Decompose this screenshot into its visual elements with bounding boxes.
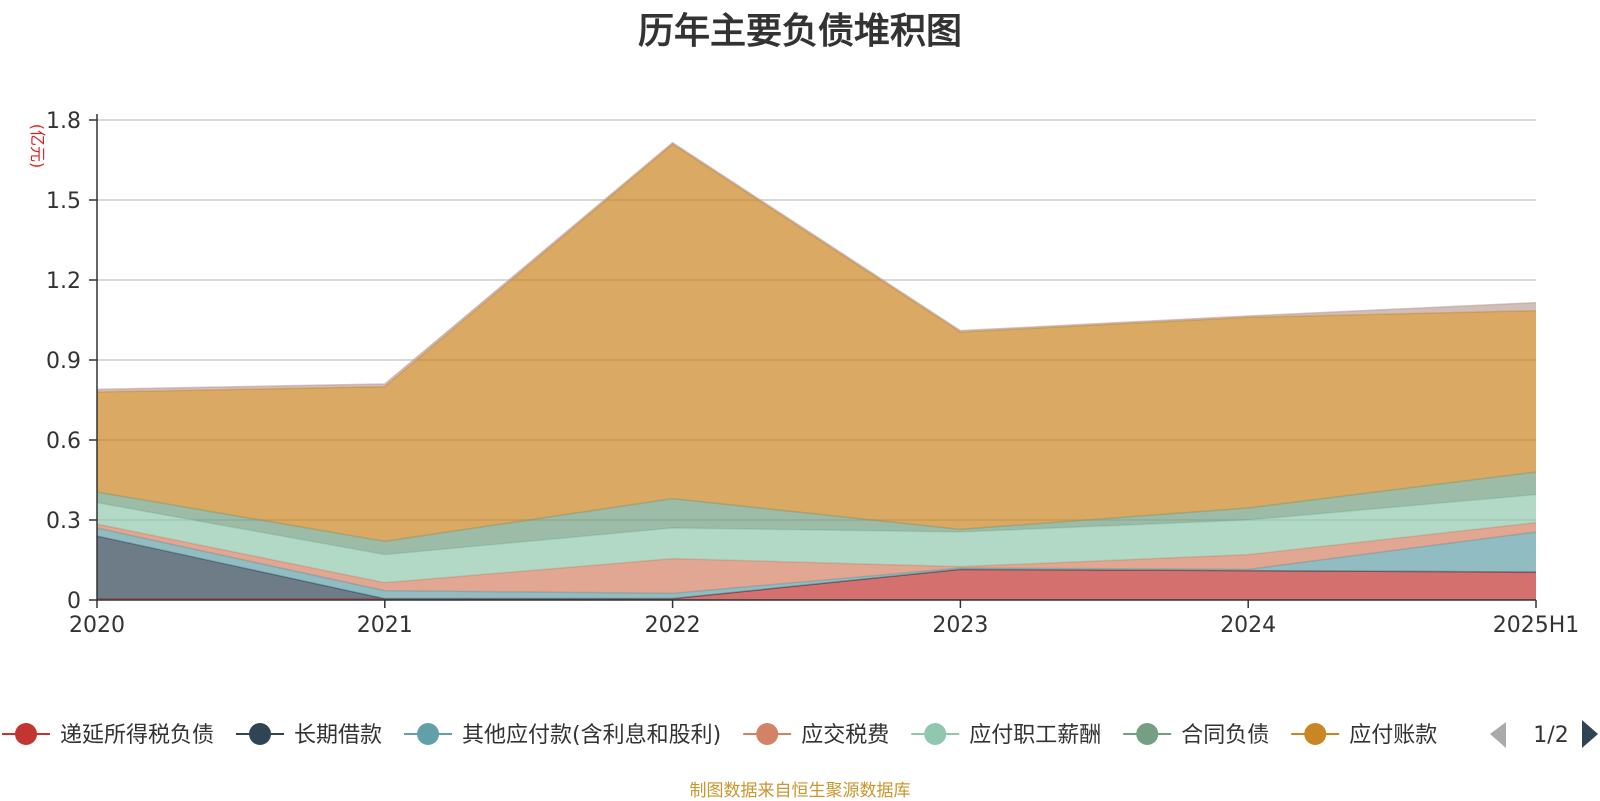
legend-prev-page-icon[interactable] xyxy=(1490,722,1506,748)
y-tick-label: 0.6 xyxy=(46,429,81,454)
x-tick-label: 2024 xyxy=(1220,613,1276,638)
legend-label: 合同负债 xyxy=(1181,723,1269,748)
legend-label: 其他应付款(含利息和股利) xyxy=(462,723,721,748)
area-series-1[interactable] xyxy=(97,536,1536,599)
y-tick-label: 1.8 xyxy=(46,109,81,134)
area-series-5[interactable] xyxy=(97,472,1536,555)
legend-item[interactable]: 递延所得税负债 xyxy=(2,723,214,748)
area-series-3[interactable] xyxy=(97,522,1536,594)
legend-item[interactable]: 其他应付款(含利息和股利) xyxy=(404,723,721,748)
legend-marker xyxy=(15,723,37,745)
legend-label: 应付职工薪酬 xyxy=(969,723,1101,748)
y-tick-label: 1.2 xyxy=(46,269,81,294)
legend-marker xyxy=(924,723,947,745)
legend-marker xyxy=(1136,723,1159,745)
legend-label: 应交税费 xyxy=(801,723,889,748)
y-tick-label: 1.5 xyxy=(46,189,81,214)
y-tick-label: 0.3 xyxy=(46,509,81,534)
y-axis-unit-label: (亿元) xyxy=(28,124,47,169)
x-tick-label: 2020 xyxy=(69,613,125,638)
legend-item[interactable]: 长期借款 xyxy=(236,723,382,748)
legend-label: 长期借款 xyxy=(294,723,382,748)
legend-item[interactable]: 应付账款 xyxy=(1291,723,1437,748)
source-note: 制图数据来自恒生聚源数据库 xyxy=(689,781,911,801)
legend-marker xyxy=(249,723,272,745)
legend[interactable]: 递延所得税负债 长期借款 其他应付款(含利息和股利) 应交税费 应付职工薪酬 合同负债 应付… xyxy=(2,720,1598,748)
area-layer xyxy=(96,141,1537,600)
x-tick-label: 2021 xyxy=(357,613,413,638)
legend-marker xyxy=(417,723,440,745)
area-series-line-7 xyxy=(96,141,1537,391)
legend-item[interactable]: 合同负债 xyxy=(1123,723,1269,748)
legend-item[interactable]: 应付职工薪酬 xyxy=(911,723,1101,748)
area-series-6[interactable] xyxy=(97,144,1536,542)
x-tick-label: 2025H1 xyxy=(1493,613,1580,638)
chart-title: 历年主要负债堆积图 xyxy=(637,11,962,52)
legend-label: 应付账款 xyxy=(1349,723,1437,748)
axis-layer: 0 0.3 0.6 0.9 1.2 1.5 1.8(亿元) 2020 2021 2022 2023 2… xyxy=(28,109,1579,638)
legend-label: 递延所得税负债 xyxy=(60,723,214,748)
x-tick-label: 2023 xyxy=(932,613,988,638)
legend-next-page-icon[interactable] xyxy=(1582,720,1598,748)
legend-item[interactable]: 应交税费 xyxy=(743,723,889,748)
area-series-4[interactable] xyxy=(97,494,1536,583)
y-tick-label: 0.9 xyxy=(46,349,81,374)
legend-page-indicator: 1/2 xyxy=(1533,723,1568,748)
x-tick-label: 2022 xyxy=(645,613,701,638)
area-series-line-3 xyxy=(96,521,1537,584)
legend-marker xyxy=(756,723,779,745)
legend-marker xyxy=(1304,723,1327,745)
y-tick-label: 0 xyxy=(67,589,81,614)
